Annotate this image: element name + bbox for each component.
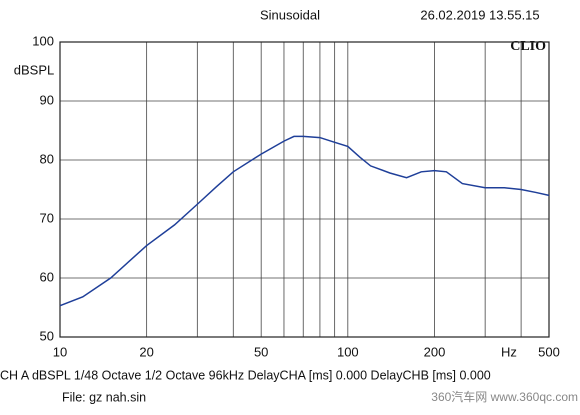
data-line [59,135,550,307]
footer-settings: CH A dBSPL 1/48 Octave 1/2 Octave 96kHz … [0,368,491,382]
y-tick-label: 80 [40,151,54,166]
x-tick-label: 500 [538,344,560,359]
footer-file: File: gz nah.sin [62,390,146,404]
x-tick-label: 20 [139,344,153,359]
x-axis-label: Hz [501,344,517,359]
plot-frame [59,41,550,338]
chart-title: Sinusoidal [260,7,320,22]
y-tick-label: 70 [40,210,54,225]
y-axis-label: dBSPL [14,62,54,77]
timestamp: 26.02.2019 13.55.15 [420,7,539,22]
y-tick-label: 50 [40,328,54,343]
x-tick-label: 10 [53,344,67,359]
y-tick-label: 90 [40,92,54,107]
y-tick-label: 100 [32,33,54,48]
x-tick-label: 100 [337,344,359,359]
x-tick-label: 50 [254,344,268,359]
brand: CLIO [510,39,546,54]
y-tick-label: 60 [40,269,54,284]
x-tick-label: 200 [424,344,446,359]
watermark: 360汽车网 www.360qc.com [431,389,578,404]
